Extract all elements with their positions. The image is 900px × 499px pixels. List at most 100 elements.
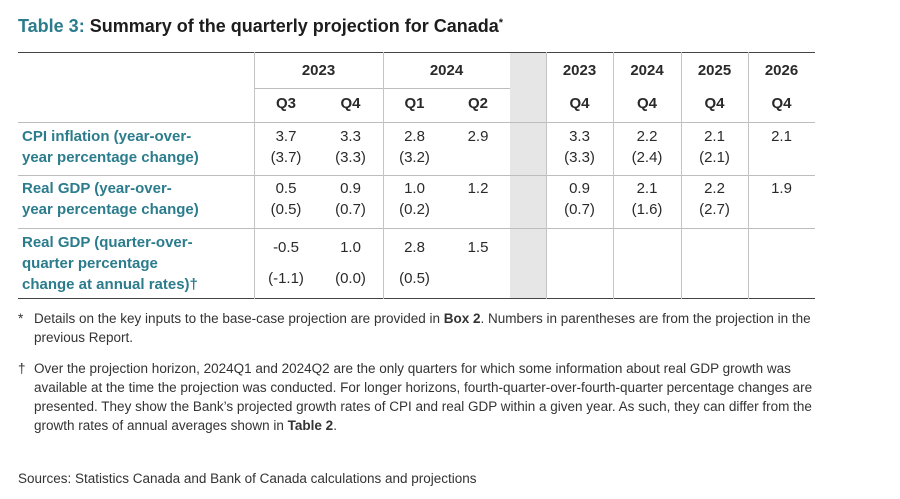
- cell-value: 1.2: [467, 180, 489, 197]
- year-group-rule: [383, 88, 510, 89]
- header-rule: [18, 122, 815, 123]
- row-label-line: change at annual rates)†: [22, 276, 198, 293]
- table-cell: 2.1 (1.6): [613, 178, 681, 220]
- row-label: Real GDP (year-over- year percentage cha…: [22, 178, 199, 220]
- table-cell: 0.9 (0.7): [318, 178, 383, 220]
- column-rule: [748, 52, 749, 299]
- footnote-text: Details on the key inputs to the base-ca…: [34, 309, 818, 347]
- title-footnote-marker: *: [498, 17, 504, 29]
- table-cell: 1.0 (0.2): [383, 178, 446, 220]
- year-header: 2026: [764, 62, 799, 79]
- table-cell: 1.2: [446, 178, 510, 199]
- row-label-line: Real GDP (year-over-: [22, 180, 172, 197]
- row-label: CPI inflation (year-over- year percentag…: [22, 126, 199, 168]
- table-cell: 2.9: [446, 126, 510, 147]
- footnote-star: * Details on the key inputs to the base-…: [18, 309, 818, 347]
- quarter-header: Q4: [340, 95, 361, 112]
- cell-previous: (3.3): [335, 149, 366, 166]
- footnote-text-part: Details on the key inputs to the base-ca…: [34, 311, 444, 326]
- column-rule: [681, 52, 682, 299]
- quarter-header: Q2: [467, 95, 488, 112]
- column-rule: [546, 52, 547, 299]
- year-header: 2024: [630, 62, 664, 79]
- cell-value: 2.2: [704, 180, 725, 197]
- quarter-header: Q4: [636, 95, 657, 112]
- table-bottom-rule: [18, 298, 815, 299]
- row-label-line: quarter percentage: [22, 255, 158, 272]
- cell-previous: (3.7): [270, 149, 302, 166]
- sources-note: Sources: Statistics Canada and Bank of C…: [18, 471, 477, 486]
- quarter-header: Q4: [704, 95, 725, 112]
- table-cell: 2.8 (3.2): [383, 126, 446, 168]
- year-group-rule: [254, 88, 383, 89]
- footnote-text-part: Over the projection horizon, 2024Q1 and …: [34, 361, 813, 433]
- projection-table: 2023 2024 2023 2024 2025 2026 Q3 Q4 Q1 Q…: [18, 52, 815, 299]
- cell-previous: (0.5): [270, 201, 302, 218]
- footnote-dagger: † Over the projection horizon, 2024Q1 an…: [18, 359, 818, 435]
- year-header: 2023: [562, 62, 597, 79]
- cell-value: 1.9: [771, 180, 792, 197]
- cell-value: 2.1: [771, 128, 792, 145]
- table-title-text: Summary of the quarterly projection for …: [89, 16, 499, 36]
- row-label-line: Real GDP (quarter-over-: [22, 234, 193, 251]
- footnote-text: Over the projection horizon, 2024Q1 and …: [34, 359, 818, 435]
- table-cell: 2.1 (2.1): [681, 126, 748, 168]
- cell-value: 2.1: [636, 180, 658, 197]
- row-rule: [18, 175, 815, 176]
- table-cell: 0.9 (0.7): [546, 178, 613, 220]
- box-reference: Box 2: [443, 311, 481, 326]
- cell-value: 2.8: [404, 128, 425, 145]
- column-rule: [254, 52, 255, 299]
- cell-previous: (3.3): [564, 149, 595, 166]
- table-cell: 2.2 (2.4): [613, 126, 681, 168]
- table-top-rule: [18, 52, 815, 53]
- cell-value: 0.5: [275, 180, 297, 197]
- cell-previous: (0.7): [335, 201, 366, 218]
- table-cell: 3.3 (3.3): [318, 126, 383, 168]
- quarter-header: Q1: [404, 95, 425, 112]
- quarter-header: Q4: [771, 95, 792, 112]
- table-reference: Table 2: [287, 418, 334, 433]
- footnote-marker: *: [18, 311, 24, 326]
- cell-previous: (3.2): [399, 149, 430, 166]
- row-label-line: year percentage change): [22, 201, 199, 218]
- table-cell: 2.8 (0.5): [383, 232, 446, 294]
- cell-previous: (0.2): [399, 201, 430, 218]
- table-cell: 2.2 (2.7): [681, 178, 748, 220]
- cell-previous: (0.0): [335, 270, 366, 287]
- cell-value: 2.8: [404, 239, 425, 256]
- year-header: 2024: [429, 62, 464, 79]
- row-label-line: CPI inflation (year-over-: [22, 128, 192, 145]
- table-number: Table 3:: [18, 16, 85, 36]
- table-cell: 1.9: [748, 178, 815, 199]
- table-cell: 0.5 (0.5): [254, 178, 318, 220]
- cell-value: -0.5: [273, 239, 299, 256]
- cell-previous: (0.7): [564, 201, 595, 218]
- row-label: Real GDP (quarter-over- quarter percenta…: [22, 232, 198, 295]
- footnote-text-part: .: [333, 418, 337, 433]
- cell-value: 1.0: [404, 180, 425, 197]
- year-header: 2023: [301, 62, 336, 79]
- cell-value: 3.3: [340, 128, 361, 145]
- cell-value: 2.2: [636, 128, 658, 145]
- row-label-line: year percentage change): [22, 149, 199, 166]
- column-rule: [613, 52, 614, 299]
- year-header: 2025: [697, 62, 732, 79]
- cell-value: 1.0: [340, 239, 361, 256]
- cell-value: 3.7: [275, 128, 297, 145]
- row-rule: [18, 228, 815, 229]
- cell-value: 0.9: [340, 180, 361, 197]
- column-rule: [383, 52, 384, 299]
- footnote-marker: †: [18, 361, 26, 376]
- quarter-header: Q4: [569, 95, 590, 112]
- cell-previous: (-1.1): [268, 270, 304, 287]
- cell-previous: (0.5): [399, 270, 430, 287]
- table-cell: 1.5: [446, 232, 510, 263]
- table-cell: 1.0 (0.0): [318, 232, 383, 294]
- footnote-text-part: . Numbers in parentheses are from the pr…: [34, 311, 811, 345]
- cell-value: 0.9: [569, 180, 590, 197]
- table-cell: 2.1: [748, 126, 815, 147]
- cell-previous: (2.7): [699, 201, 730, 218]
- cell-value: 2.9: [467, 128, 489, 145]
- quarter-header: Q3: [275, 95, 296, 112]
